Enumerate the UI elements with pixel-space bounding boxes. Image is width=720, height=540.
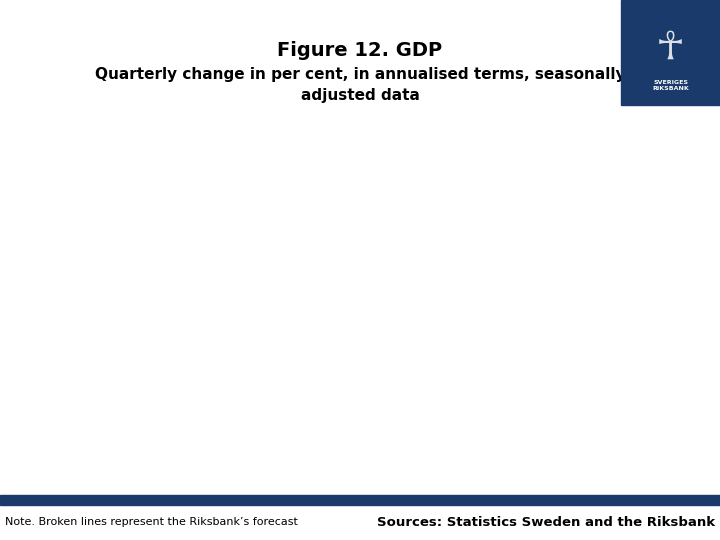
Text: Quarterly change in per cent, in annualised terms, seasonally
adjusted data: Quarterly change in per cent, in annuali… — [95, 67, 625, 103]
Bar — [621, 0, 720, 105]
Text: Sources: Statistics Sweden and the Riksbank: Sources: Statistics Sweden and the Riksb… — [377, 516, 715, 529]
Text: ☥: ☥ — [656, 28, 685, 66]
Bar — [0, 495, 720, 505]
Text: Note. Broken lines represent the Riksbank’s forecast: Note. Broken lines represent the Riksban… — [5, 517, 298, 527]
Text: Figure 12. GDP: Figure 12. GDP — [277, 40, 443, 59]
Text: SVERIGES
RIKSBANK: SVERIGES RIKSBANK — [652, 80, 689, 91]
